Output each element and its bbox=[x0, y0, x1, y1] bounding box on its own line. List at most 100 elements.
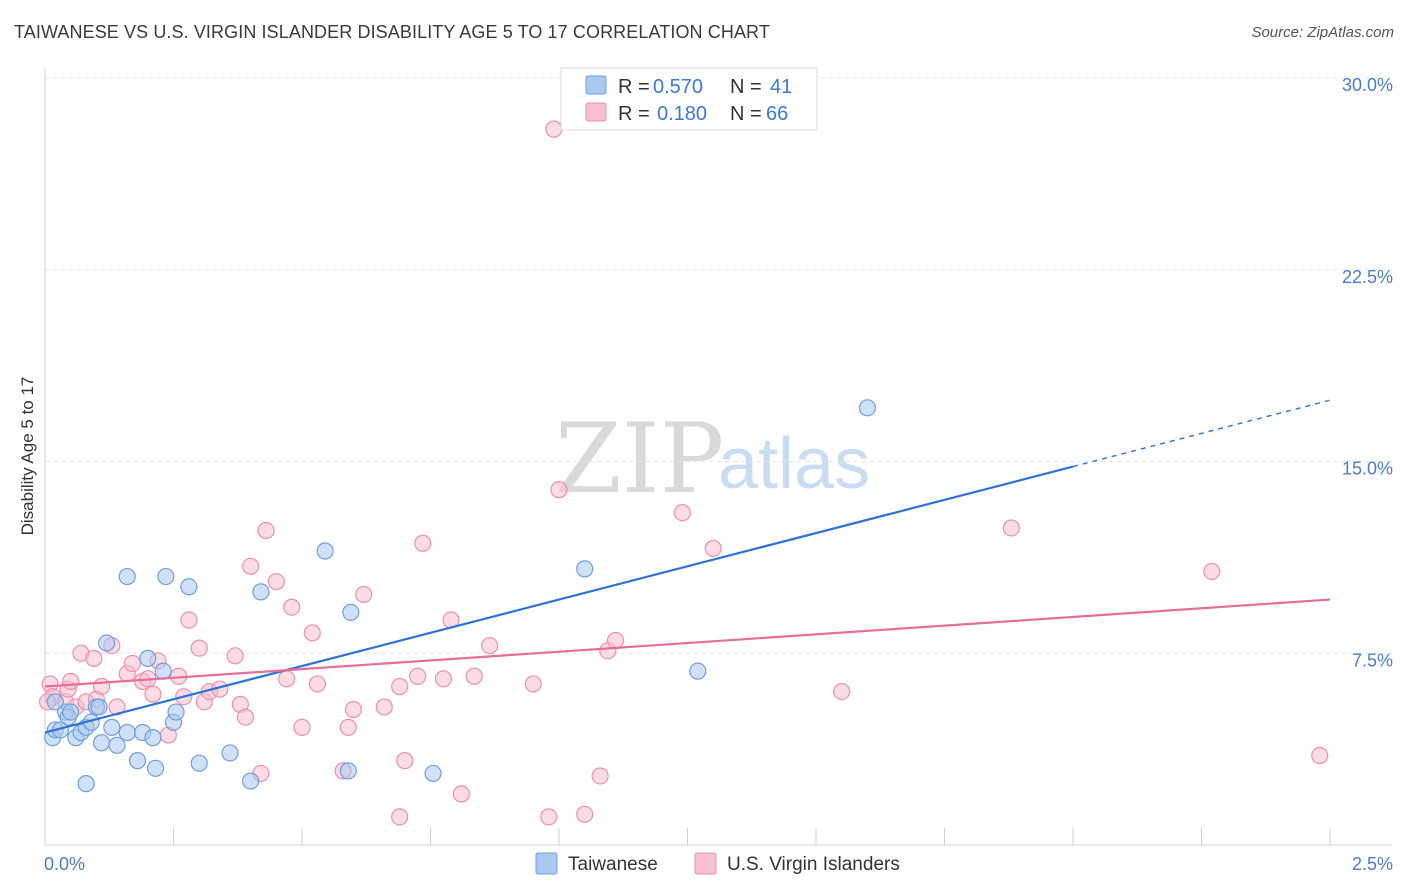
taiwanese-point bbox=[190, 754, 208, 772]
usvi-point bbox=[591, 767, 609, 785]
series-legend-label-taiwanese: Taiwanese bbox=[568, 854, 658, 875]
legend-r-value-usvi: 0.180 bbox=[657, 103, 707, 125]
usvi-point bbox=[833, 682, 851, 701]
taiwanese-point bbox=[118, 567, 136, 586]
usvi-point bbox=[242, 557, 260, 575]
taiwanese-point bbox=[118, 723, 136, 742]
usvi-point bbox=[226, 647, 244, 665]
x-tick-label-max: 2.5% bbox=[1352, 854, 1393, 874]
usvi-point bbox=[524, 675, 542, 693]
watermark-atlas: atlas bbox=[718, 424, 870, 504]
series-taiwanese-points bbox=[44, 399, 877, 793]
chart-title: TAIWANESE VS U.S. VIRGIN ISLANDER DISABI… bbox=[14, 22, 770, 42]
usvi-point bbox=[236, 708, 255, 726]
legend-n-label-usvi: N = bbox=[730, 103, 762, 125]
x-axis-ticks bbox=[44, 828, 1331, 845]
taiwanese-point bbox=[98, 634, 116, 652]
usvi-point bbox=[540, 808, 558, 826]
taiwanese-point bbox=[146, 759, 165, 777]
taiwanese-point bbox=[157, 567, 175, 586]
usvi-point bbox=[550, 481, 568, 499]
usvi-point bbox=[303, 624, 321, 642]
usvi-point bbox=[434, 670, 452, 688]
taiwanese-point bbox=[46, 693, 64, 711]
series-legend: Taiwanese U.S. Virgin Islanders bbox=[535, 852, 900, 875]
series-legend-label-usvi: U.S. Virgin Islanders bbox=[727, 854, 900, 875]
x-tick-label-min: 0.0% bbox=[44, 854, 85, 874]
trend-line-taiwanese-extension bbox=[1072, 399, 1331, 468]
usvi-point bbox=[344, 700, 362, 719]
y-tick-label: 7.5% bbox=[1352, 650, 1393, 670]
chart-source: Source: ZipAtlas.com bbox=[1251, 24, 1394, 41]
usvi-point bbox=[308, 675, 327, 693]
taiwanese-point bbox=[77, 775, 95, 793]
usvi-point bbox=[375, 698, 393, 716]
taiwanese-point bbox=[858, 399, 877, 417]
y-tick-labels: 7.5% 15.0% 22.5% 30.0% bbox=[1342, 75, 1393, 670]
usvi-point bbox=[452, 785, 470, 803]
usvi-point bbox=[123, 654, 141, 673]
usvi-point bbox=[190, 639, 208, 657]
taiwanese-point bbox=[252, 583, 270, 601]
usvi-point bbox=[409, 667, 427, 685]
y-axis-label: Disability Age 5 to 17 bbox=[18, 377, 37, 536]
taiwanese-point bbox=[576, 560, 594, 578]
trend-line-taiwanese bbox=[44, 465, 1074, 734]
taiwanese-point bbox=[221, 744, 239, 762]
usvi-point bbox=[414, 534, 432, 552]
taiwanese-point bbox=[689, 662, 707, 680]
usvi-point bbox=[673, 504, 691, 522]
taiwanese-point bbox=[92, 734, 111, 752]
y-tick-label: 15.0% bbox=[1342, 459, 1393, 479]
taiwanese-point bbox=[424, 764, 442, 783]
y-tick-label: 22.5% bbox=[1342, 267, 1393, 287]
usvi-point bbox=[1311, 746, 1329, 765]
series-legend-swatch-usvi bbox=[694, 852, 717, 875]
legend-r-value-taiwanese: 0.570 bbox=[653, 76, 703, 98]
usvi-point bbox=[545, 120, 563, 138]
usvi-point bbox=[92, 677, 111, 696]
usvi-point bbox=[391, 808, 409, 826]
taiwanese-point bbox=[316, 542, 334, 560]
usvi-point bbox=[257, 521, 275, 540]
usvi-point bbox=[62, 672, 80, 690]
legend-n-label-taiwanese: N = bbox=[730, 76, 762, 98]
usvi-point bbox=[293, 718, 311, 736]
legend-r-label-usvi: R = bbox=[618, 103, 650, 125]
y-tick-label: 30.0% bbox=[1342, 75, 1393, 95]
legend-n-value-taiwanese: 41 bbox=[770, 76, 792, 98]
usvi-point bbox=[391, 677, 409, 696]
usvi-point bbox=[267, 573, 285, 591]
usvi-point bbox=[576, 805, 594, 823]
usvi-point bbox=[606, 631, 625, 650]
taiwanese-point bbox=[144, 729, 162, 747]
usvi-point bbox=[355, 585, 373, 604]
usvi-point bbox=[481, 636, 499, 655]
usvi-point bbox=[396, 752, 414, 770]
usvi-point bbox=[339, 718, 357, 736]
usvi-point bbox=[1002, 519, 1020, 537]
taiwanese-point bbox=[108, 736, 126, 754]
taiwanese-point bbox=[139, 649, 157, 667]
legend-n-value-usvi: 66 bbox=[766, 103, 788, 125]
usvi-point bbox=[1203, 562, 1221, 581]
usvi-point bbox=[283, 598, 301, 616]
usvi-point bbox=[704, 539, 722, 558]
taiwanese-point bbox=[154, 662, 172, 680]
usvi-point bbox=[277, 670, 296, 688]
watermark-zip: ZIP bbox=[555, 403, 724, 515]
series-legend-swatch-taiwanese bbox=[535, 852, 558, 875]
taiwanese-point bbox=[62, 703, 80, 721]
trend-lines bbox=[44, 399, 1331, 734]
taiwanese-point bbox=[180, 578, 198, 596]
taiwanese-point bbox=[242, 772, 260, 790]
stats-legend: R = 0.570 N = 41 R = 0.180 N = 66 bbox=[560, 67, 818, 131]
usvi-point bbox=[465, 667, 483, 685]
taiwanese-point bbox=[103, 718, 121, 736]
taiwanese-point bbox=[167, 703, 185, 721]
legend-swatch-usvi bbox=[585, 102, 607, 122]
legend-swatch-taiwanese bbox=[585, 75, 607, 95]
trend-line-usvi bbox=[44, 598, 1331, 688]
taiwanese-point bbox=[342, 603, 360, 621]
